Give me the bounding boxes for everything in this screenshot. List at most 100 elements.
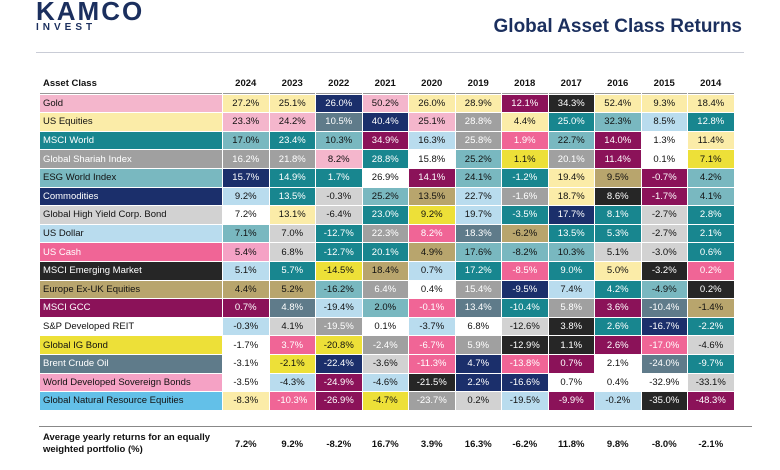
return-cell: -19.4% [316,299,362,317]
return-cell: 0.1% [362,317,408,336]
return-cell: 9.0% [548,261,594,280]
return-cell: 14.0% [595,131,641,150]
return-cell: 4.4% [223,280,269,299]
return-cell: 2.2% [455,373,501,392]
return-cell: 18.3% [455,224,501,243]
return-cell: 18.4% [688,94,734,113]
return-cell: 5.4% [223,243,269,261]
returns-table: Asset Class 2024 2023 2022 2021 2020 2019 2018 2… [39,74,735,411]
return-cell: 5.2% [269,280,315,299]
return-cell: -19.5% [316,317,362,336]
logo-brand-name: KAMCO [36,0,145,26]
return-cell: 7.1% [223,224,269,243]
return-cell: 28.8% [362,150,408,168]
return-cell: 5.3% [595,224,641,243]
return-cell: 0.4% [409,280,455,299]
year-header: 2017 [548,75,594,94]
return-cell: 2.8% [688,206,734,224]
return-cell: 4.2% [595,280,641,299]
return-cell: 26.0% [316,94,362,113]
return-cell: 0.2% [688,261,734,280]
return-cell: 27.2% [223,94,269,113]
average-return-value: 7.2% [234,438,257,450]
return-cell: -4.9% [641,280,687,299]
return-cell: 8.1% [595,206,641,224]
return-cell: -2.2% [688,317,734,336]
return-cell: -12.7% [316,243,362,261]
return-cell: -10.4% [502,299,548,317]
return-cell: -3.5% [502,206,548,224]
return-cell: 13.5% [548,224,594,243]
table-row: Commodities 9.2% 13.5% -0.3% 25.2% 13.5% 22.7%… [40,187,734,206]
return-cell: -8.2% [502,243,548,261]
return-cell: -16.6% [502,373,548,392]
return-cell: 17.2% [455,261,501,280]
table-row: Gold 27.2% 25.1% 26.0% 50.2% 26.0% 28.9% 12.1% 3… [40,94,734,113]
return-cell: 6.8% [455,317,501,336]
return-cell: 8.5% [641,113,687,131]
return-cell: 25.1% [269,94,315,113]
return-cell: -26.9% [316,392,362,410]
table-row: ESG World Index 15.7% 14.9% 1.7% 26.9% 14.1% 2… [40,168,734,187]
average-return-value: -2.1% [698,438,724,450]
asset-label: Europe Ex-UK Equities [40,280,222,299]
return-cell: 5.1% [595,243,641,261]
return-cell: -4.6% [688,336,734,354]
return-cell: -48.3% [688,392,734,410]
return-cell: 10.3% [316,131,362,150]
return-cell: 25.2% [362,187,408,206]
asset-class-header: Asset Class [40,75,222,94]
return-cell: -3.5% [223,373,269,392]
asset-label: Commodities [40,187,222,206]
return-cell: -10.3% [269,392,315,410]
return-cell: 2.1% [595,354,641,373]
return-cell: 28.8% [455,113,501,131]
asset-label: MSCI World [40,131,222,150]
return-cell: -10.4% [641,299,687,317]
return-cell: 20.1% [362,243,408,261]
return-cell: 17.6% [455,243,501,261]
table-row: US Equities 23.3% 24.2% 10.5% 40.4% 25.1% 28.8… [40,113,734,131]
return-cell: -16.7% [641,317,687,336]
return-cell: 1.7% [316,168,362,187]
return-cell: 5.8% [548,299,594,317]
return-cell: 23.3% [223,113,269,131]
return-cell: 8.2% [316,150,362,168]
average-return-value: 16.7% [371,438,399,450]
table-row: Global IG Bond -1.7% 3.7% -20.8% -2.4% -6.7% 5… [40,336,734,354]
asset-label: US Dollar [40,224,222,243]
return-cell: 0.2% [455,392,501,410]
return-cell: -22.4% [316,354,362,373]
page-title: Global Asset Class Returns [493,16,742,37]
kamco-logo: KAMCO INVEST [36,0,144,34]
year-header: 2018 [502,75,548,94]
return-cell: -14.5% [316,261,362,280]
asset-label: Global Natural Resource Equities [40,392,222,410]
return-cell: 7.1% [688,150,734,168]
year-header: 2022 [316,75,362,94]
asset-label: US Equities [40,113,222,131]
return-cell: 0.7% [548,373,594,392]
return-cell: 0.7% [548,354,594,373]
return-cell: 13.1% [269,206,315,224]
average-return-value: 3.9% [420,438,443,450]
return-cell: 16.2% [223,150,269,168]
asset-label: Global High Yield Corp. Bond [40,206,222,224]
return-cell: 0.2% [688,280,734,299]
return-cell: 13.5% [269,187,315,206]
return-cell: 14.9% [269,168,315,187]
return-cell: -2.1% [269,354,315,373]
return-cell: 15.7% [223,168,269,187]
return-cell: 1.1% [502,150,548,168]
return-cell: 3.8% [548,317,594,336]
return-cell: -13.8% [502,354,548,373]
return-cell: 0.4% [595,373,641,392]
return-cell: -2.7% [641,224,687,243]
asset-label: ESG World Index [40,168,222,187]
return-cell: -24.0% [641,354,687,373]
table-row: US Dollar 7.1% 7.0% -12.7% 22.3% 8.2% 18.3% -6.… [40,224,734,243]
return-cell: 20.1% [548,150,594,168]
return-cell: -8.5% [502,261,548,280]
return-cell: 4.7% [455,354,501,373]
return-cell: 34.3% [548,94,594,113]
